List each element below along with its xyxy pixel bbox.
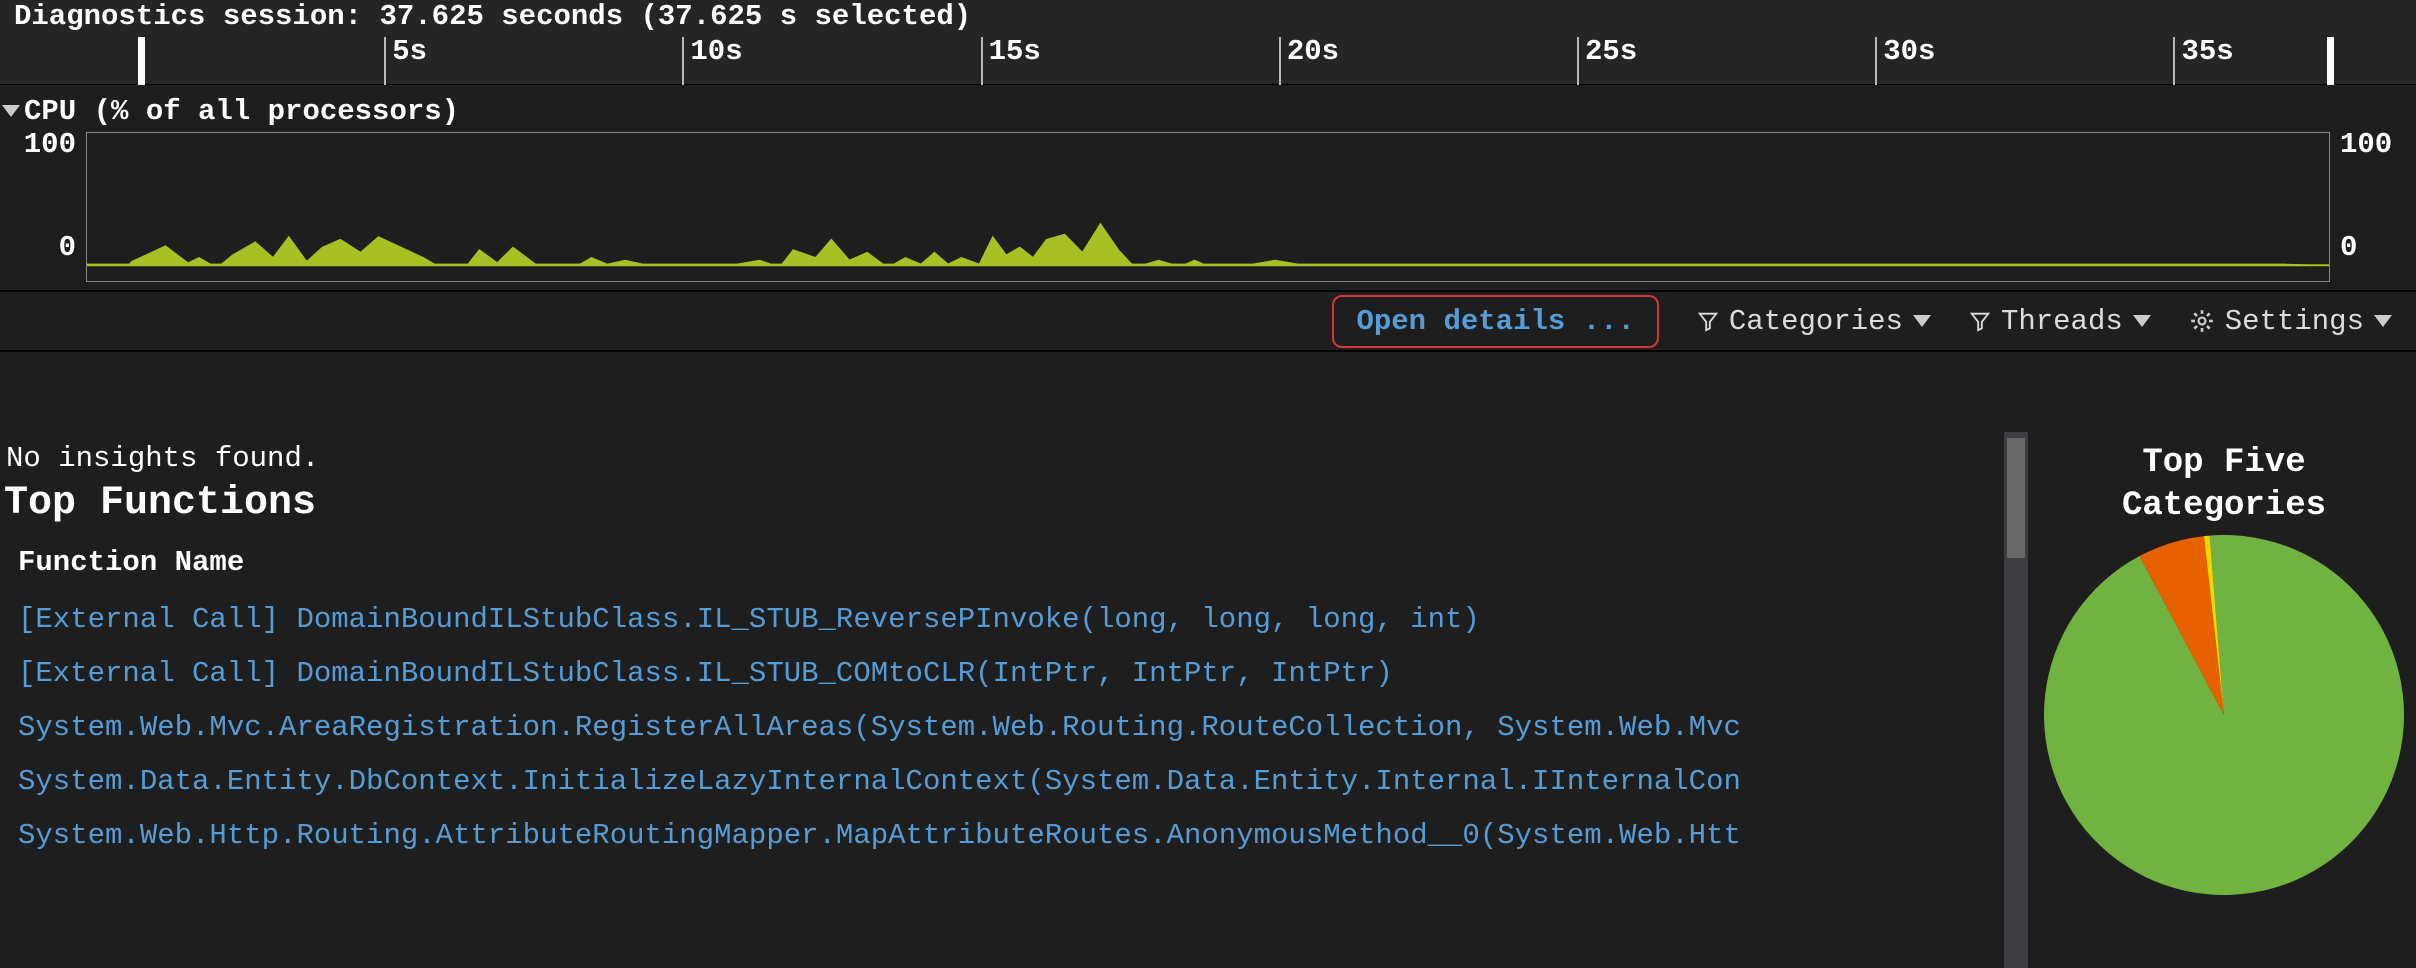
function-row[interactable]: System.Web.Mvc.AreaRegistration.Register… [4,701,2028,755]
vertical-scrollbar[interactable] [2004,432,2028,968]
cpu-chart-container: 100 0 100 0 [0,132,2416,290]
pie-title: Top Five Categories [2036,442,2412,527]
session-header: Diagnostics session: 37.625 seconds (37.… [0,0,2416,37]
scrollbar-thumb[interactable] [2007,438,2025,558]
function-row[interactable]: [External Call] DomainBoundILStubClass.I… [4,647,2028,701]
selection-handle-left[interactable] [138,37,145,85]
cpu-title-text: CPU (% of all processors) [24,95,459,128]
filter-icon [1697,310,1719,332]
threads-label: Threads [2001,305,2123,338]
categories-pie-pane: Top Five Categories [2028,432,2416,968]
timeline-tick: 15s [981,37,1041,85]
pie-title-line2: Categories [2122,487,2326,525]
pie-title-line1: Top Five [2142,444,2305,482]
timeline-ruler[interactable]: 5s 10s 15s 20s 25s 30s 35s [0,37,2416,85]
function-list: [External Call] DomainBoundILStubClass.I… [4,593,2028,863]
timeline-tick: 35s [2173,37,2233,85]
categories-filter[interactable]: Categories [1697,305,1931,338]
timeline-tick: 25s [1577,37,1637,85]
function-row[interactable]: System.Data.Entity.DbContext.InitializeL… [4,755,2028,809]
pie-svg [2044,535,2404,895]
chevron-down-icon [2374,315,2392,327]
cpu-ylabel-100: 100 [24,128,76,161]
pie-chart[interactable] [2044,535,2404,895]
lower-panel: No insights found. Top Functions Functio… [0,432,2416,968]
categories-label: Categories [1729,305,1903,338]
cpu-section-title[interactable]: CPU (% of all processors) [0,85,2416,132]
top-functions-title: Top Functions [4,481,2028,526]
cpu-sparkline [87,133,2329,281]
function-row[interactable]: System.Web.Http.Routing.AttributeRouting… [4,809,2028,863]
chevron-down-icon [2133,315,2151,327]
selection-handle-right[interactable] [2327,37,2334,85]
cpu-y-axis-right: 100 0 [2330,132,2416,282]
insights-text: No insights found. [4,442,2028,475]
chevron-down-icon [1913,315,1931,327]
cpu-ylabel-0: 0 [59,231,76,264]
timeline-tick: 10s [682,37,742,85]
toolbar: Open details ... Categories Threads Sett… [0,290,2416,352]
settings-menu[interactable]: Settings [2189,305,2392,338]
column-header-function-name[interactable]: Function Name [4,546,2028,579]
collapse-icon [2,105,20,117]
settings-label: Settings [2225,305,2364,338]
cpu-chart[interactable] [86,132,2330,282]
cpu-ylabel-0-r: 0 [2340,231,2357,264]
timeline-tick: 5s [384,37,427,85]
timeline-tick: 20s [1279,37,1339,85]
function-row[interactable]: [External Call] DomainBoundILStubClass.I… [4,593,2028,647]
cpu-y-axis-left: 100 0 [0,132,86,282]
gear-icon [2189,308,2215,334]
filter-icon [1969,310,1991,332]
timeline-tick: 30s [1875,37,1935,85]
functions-pane: No insights found. Top Functions Functio… [0,432,2028,968]
open-details-button[interactable]: Open details ... [1332,295,1658,348]
cpu-ylabel-100-r: 100 [2340,128,2392,161]
threads-filter[interactable]: Threads [1969,305,2151,338]
